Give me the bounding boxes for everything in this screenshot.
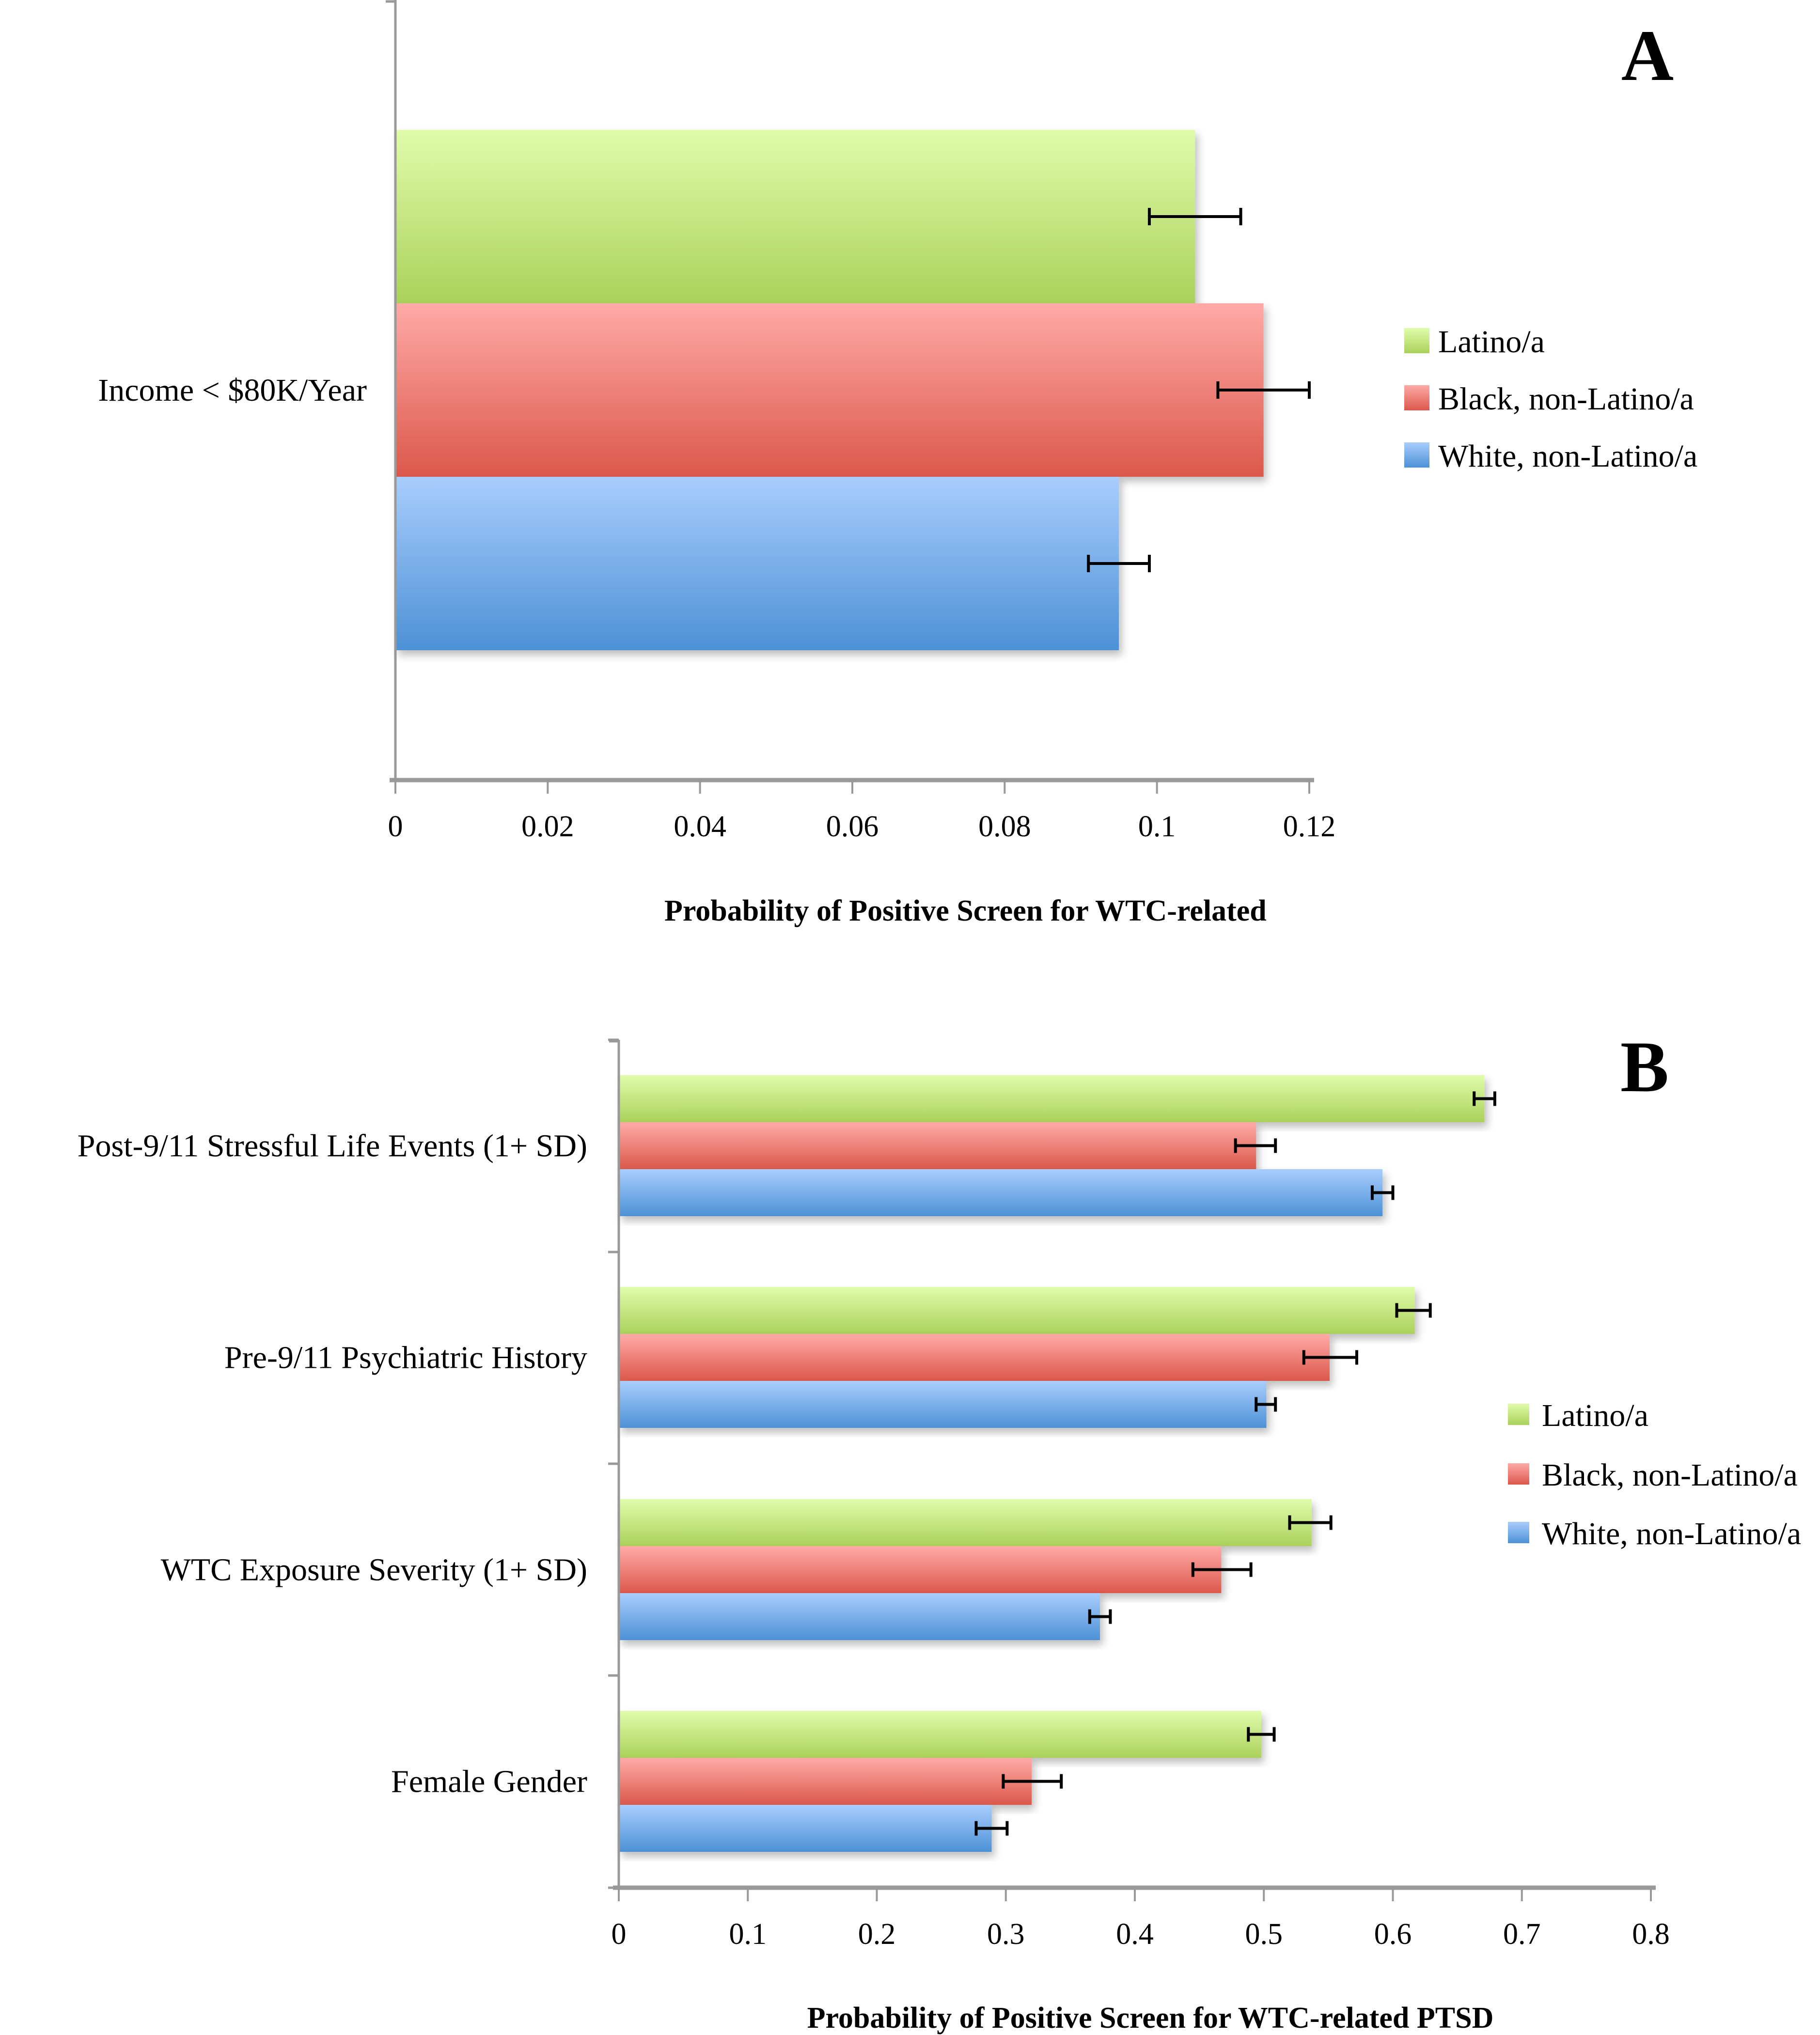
error-bar [1088,1609,1112,1624]
legend-label: Latino/a [1438,324,1545,360]
error-bar [1147,208,1242,225]
x-tick-label: 0.04 [674,810,726,843]
panel-a: A 0 0.02 0.04 0.06 0.08 0.1 0.12 Income < $80K… [98,0,1697,927]
panel-a-error-bars [1087,208,1311,572]
panel-a-category-labels: Income < $80K/Year [98,373,367,408]
x-tick-label: 0.12 [1283,810,1336,843]
error-bar [1302,1350,1358,1365]
legend-label: Black, non-Latino/a [1438,381,1694,417]
error-bar [1288,1515,1333,1530]
legend-item: Black, non-Latino/a [1404,381,1694,417]
error-bar [1473,1091,1496,1106]
x-tick-label: 0.5 [1245,1918,1283,1951]
error-bar [1395,1303,1432,1318]
error-bar [1087,555,1151,572]
error-bar [974,1821,1009,1836]
bar [619,1711,1261,1758]
legend-swatch [1508,1522,1529,1543]
category-label: WTC Exposure Severity (1+ SD) [161,1552,587,1588]
legend-item: Latino/a [1404,324,1545,360]
panel-b-x-axis-title: Probability of Positive Screen for WTC-r… [807,2002,1494,2035]
bar [619,1381,1267,1428]
category-label: Pre-9/11 Psychiatric History [224,1340,587,1376]
bar [619,1122,1256,1169]
legend-label: Black, non-Latino/a [1542,1457,1798,1493]
panel-b: B 0 0.1 0.2 0.3 0.4 0.5 0.6 0.7 0.8 Post-9/11 St… [78,1027,1801,2035]
legend-swatch [1404,328,1429,353]
panel-a-bars [395,130,1264,650]
bar [619,1334,1330,1381]
bar [619,1287,1415,1334]
bar [619,1546,1222,1593]
panel-b-bars [619,1075,1485,1852]
error-bar [1216,381,1311,399]
legend-label: Latino/a [1542,1398,1648,1433]
legend-item: White, non-Latino/a [1404,438,1697,474]
legend-swatch [1508,1404,1529,1425]
legend-item: Black, non-Latino/a [1508,1457,1798,1493]
panel-b-letter: B [1620,1027,1669,1107]
legend-label: White, non-Latino/a [1438,438,1697,474]
panel-b-error-bars [974,1091,1496,1836]
x-tick-label: 0.6 [1374,1918,1412,1951]
bar [619,1499,1312,1546]
category-label: Female Gender [391,1764,587,1800]
panel-b-legend: Latino/a Black, non-Latino/a White, non-La… [1508,1398,1801,1551]
legend-swatch [1508,1463,1529,1485]
x-tick-label: 0.1 [1138,810,1176,843]
legend-item: Latino/a [1508,1398,1648,1433]
x-tick-label: 0.08 [978,810,1031,843]
x-tick-label: 0.06 [826,810,879,843]
panel-b-x-ticks: 0 0.1 0.2 0.3 0.4 0.5 0.6 0.7 0.8 [612,1888,1670,1951]
bar [395,303,1264,477]
x-tick-label: 0.4 [1116,1918,1154,1951]
error-bar [1247,1727,1276,1742]
panel-a-legend: Latino/a Black, non-Latino/a White, non-La… [1404,324,1697,474]
error-bar [1370,1185,1395,1200]
bar [619,1758,1032,1805]
bar [619,1075,1485,1122]
legend-item: White, non-Latino/a [1508,1516,1801,1551]
legend-label: White, non-Latino/a [1542,1516,1801,1551]
x-tick-label: 0.02 [521,810,574,843]
category-label: Income < $80K/Year [98,373,367,408]
panel-a-letter: A [1621,16,1674,96]
panel-a-x-ticks: 0 0.02 0.04 0.06 0.08 0.1 0.12 [388,780,1336,843]
bar [619,1805,992,1852]
x-tick-label: 0 [612,1918,627,1951]
bar [395,130,1195,303]
error-bar [1255,1397,1277,1412]
x-tick-label: 0.8 [1632,1918,1670,1951]
error-bar [1234,1138,1277,1153]
bar [395,477,1119,650]
x-tick-label: 0 [388,810,403,843]
panel-a-x-axis-title: Probability of Positive Screen for WTC-r… [664,894,1267,927]
x-tick-label: 0.1 [729,1918,767,1951]
error-bar [1191,1562,1253,1577]
bar [619,1169,1383,1216]
bar [619,1593,1100,1640]
x-tick-label: 0.7 [1503,1918,1541,1951]
error-bar [1002,1774,1063,1789]
category-label: Post-9/11 Stressful Life Events (1+ SD) [78,1128,587,1164]
legend-swatch [1404,385,1429,410]
x-tick-label: 0.3 [987,1918,1025,1951]
panel-b-category-labels: Post-9/11 Stressful Life Events (1+ SD) P… [78,1128,587,1800]
legend-swatch [1404,442,1429,468]
x-tick-label: 0.2 [858,1918,896,1951]
